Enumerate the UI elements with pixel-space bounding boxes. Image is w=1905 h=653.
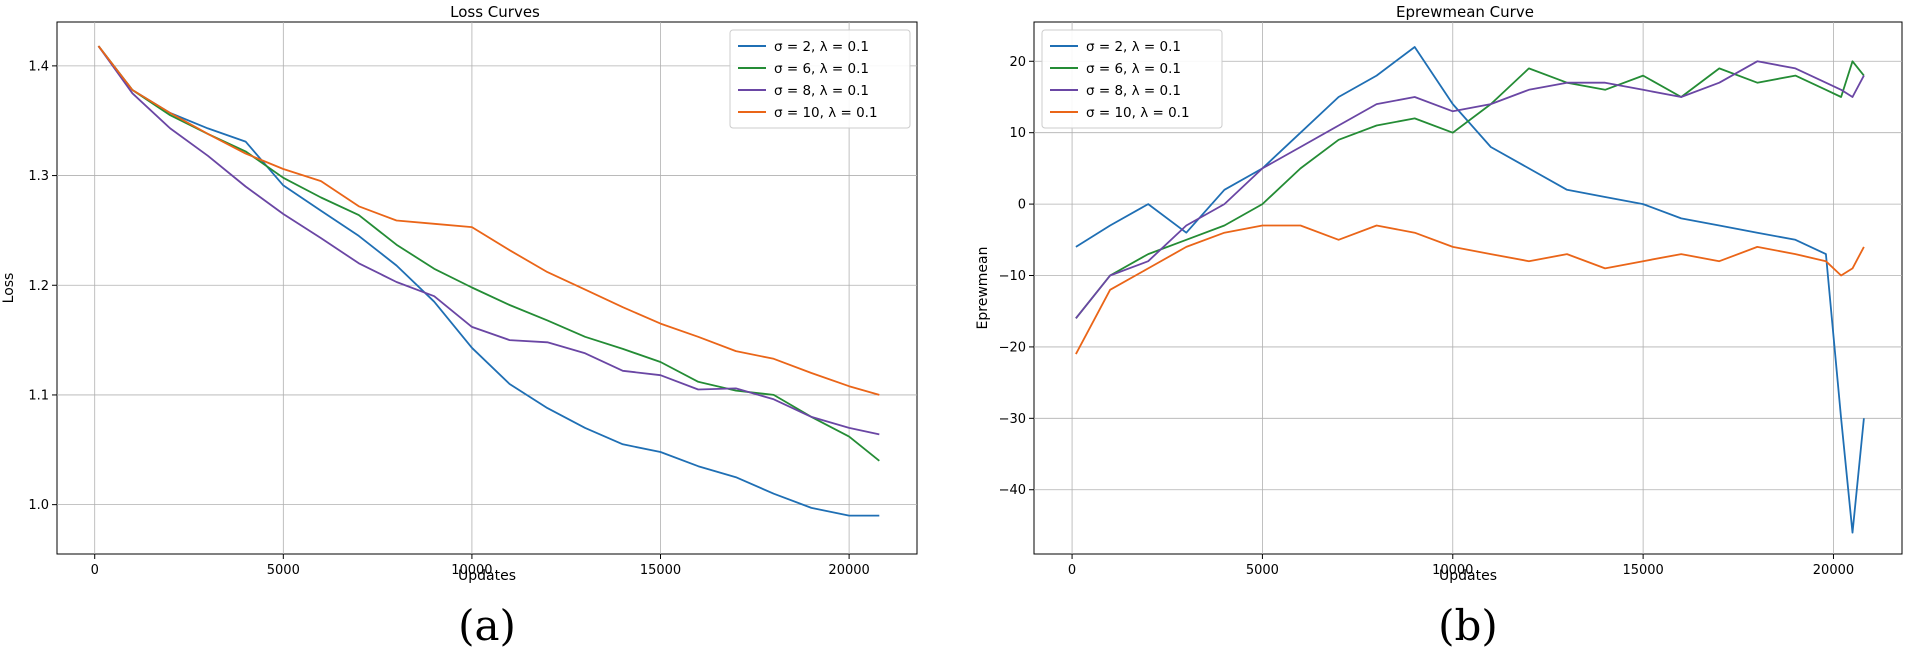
y-tick-label: −10	[999, 269, 1026, 284]
series-line-2	[1075, 60, 1865, 319]
y-tick-label: 1.0	[28, 498, 49, 513]
y-axis-ticks: 1.0 1.1 1.2 1.3 1.4	[28, 59, 57, 513]
series-line-2	[97, 45, 880, 462]
series-line-4	[97, 45, 880, 396]
series-line-4	[1075, 224, 1865, 355]
y-axis-label: Eprewmean	[975, 247, 991, 330]
legend-entry: σ = 6, λ = 0.1	[1086, 61, 1181, 77]
y-tick-label: −20	[999, 340, 1026, 355]
figure-caption: (a)	[458, 601, 516, 650]
chart-title: Eprewmean Curve	[1396, 3, 1534, 21]
y-tick-label: −40	[999, 483, 1026, 498]
x-tick-label: 15000	[1622, 563, 1663, 578]
eprewmean-curve-panel: Eprewmean Curve 0 5000 10000 15000 20000 −40…	[975, 3, 1903, 650]
series-line-3	[97, 45, 880, 436]
legend-entry: σ = 8, λ = 0.1	[774, 83, 869, 99]
legend-box	[729, 29, 911, 129]
legend-entry: σ = 8, λ = 0.1	[1086, 83, 1181, 99]
y-tick-label: 1.3	[28, 169, 49, 184]
y-tick-label: 1.4	[28, 59, 49, 74]
chart-title: Loss Curves	[450, 3, 540, 21]
legend-entry: σ = 2, λ = 0.1	[1086, 39, 1181, 55]
y-tick-label: 20	[1009, 55, 1026, 70]
y-axis-ticks: −40 −30 −20 −10 0 10 20	[999, 55, 1034, 498]
series-line-1	[97, 45, 880, 517]
plot-frame	[56, 21, 918, 555]
legend-entry: σ = 2, λ = 0.1	[774, 39, 869, 55]
x-tick-label: 0	[1068, 563, 1076, 578]
figure-caption: (b)	[1438, 601, 1498, 650]
series-line-3	[1075, 60, 1865, 319]
x-axis-label: Updates	[458, 568, 516, 584]
y-tick-label: 1.2	[28, 279, 49, 294]
legend-entry: σ = 10, λ = 0.1	[774, 105, 878, 121]
x-tick-label: 15000	[640, 563, 681, 578]
y-tick-label: −30	[999, 412, 1026, 427]
x-tick-label: 0	[91, 563, 99, 578]
legend-box	[1041, 29, 1223, 129]
series-line-1	[1075, 46, 1865, 534]
x-axis-ticks: 0 5000 10000 15000 20000	[91, 554, 870, 578]
x-tick-label: 5000	[1246, 563, 1279, 578]
plot-frame	[1033, 21, 1903, 555]
series-lines	[1075, 46, 1865, 534]
y-tick-label: 1.1	[28, 388, 49, 403]
y-axis-label: Loss	[1, 273, 17, 304]
x-tick-label: 5000	[267, 563, 300, 578]
loss-curves-panel: Loss Curves 0 5000 10000 15000 20000 1.01.11…	[1, 3, 918, 650]
legend: σ = 2, λ = 0.1 σ = 6, λ = 0.1 σ = 8, λ = 0…	[729, 29, 911, 129]
y-tick-label: 10	[1009, 126, 1026, 141]
x-axis-label: Updates	[1439, 568, 1497, 584]
y-tick-label: 0	[1018, 198, 1026, 213]
x-tick-label: 20000	[1813, 563, 1854, 578]
series-lines	[97, 45, 880, 517]
x-tick-label: 20000	[828, 563, 869, 578]
x-tick-label: 10000	[1432, 563, 1473, 578]
legend: σ = 2, λ = 0.1 σ = 6, λ = 0.1 σ = 8, λ = 0…	[1041, 29, 1223, 129]
x-tick-label: 10000	[451, 563, 492, 578]
x-axis-ticks: 0 5000 10000 15000 20000	[1068, 554, 1854, 578]
legend-entry: σ = 10, λ = 0.1	[1086, 105, 1190, 121]
legend-entry: σ = 6, λ = 0.1	[774, 61, 869, 77]
